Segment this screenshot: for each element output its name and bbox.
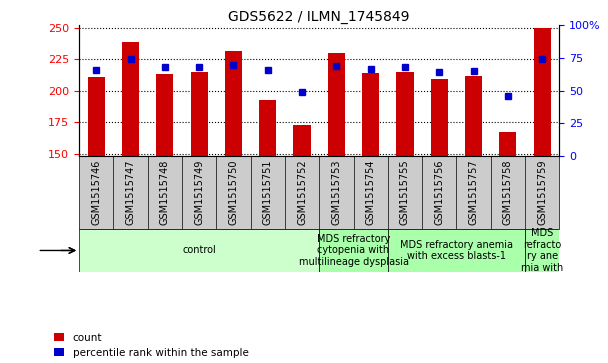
Text: GSM1515756: GSM1515756	[434, 160, 444, 225]
Text: GSM1515757: GSM1515757	[469, 160, 478, 225]
Bar	[88, 77, 105, 156]
Bar	[465, 76, 482, 156]
Bar	[79, 229, 319, 272]
Text: GSM1515749: GSM1515749	[194, 160, 204, 225]
Bar	[190, 72, 208, 156]
Bar	[388, 229, 525, 272]
Bar	[122, 42, 139, 156]
Text: GSM1515755: GSM1515755	[400, 160, 410, 225]
Bar	[396, 72, 413, 156]
Bar	[430, 79, 448, 156]
Bar	[534, 28, 551, 156]
Bar	[294, 125, 311, 156]
Bar	[156, 74, 173, 156]
Text: GSM1515748: GSM1515748	[160, 160, 170, 225]
Bar	[499, 132, 516, 156]
Text: GSM1515759: GSM1515759	[537, 160, 547, 225]
Text: GSM1515752: GSM1515752	[297, 160, 307, 225]
Text: GSM1515758: GSM1515758	[503, 160, 513, 225]
Text: MDS
refracto
ry ane
mia with: MDS refracto ry ane mia with	[521, 228, 564, 273]
Text: GSM1515751: GSM1515751	[263, 160, 273, 225]
Text: GSM1515750: GSM1515750	[229, 160, 238, 225]
Bar	[525, 229, 559, 272]
Text: MDS refractory anemia
with excess blasts-1: MDS refractory anemia with excess blasts…	[400, 240, 513, 261]
Text: control: control	[182, 245, 216, 256]
Text: MDS refractory
cytopenia with
multilineage dysplasia: MDS refractory cytopenia with multilinea…	[299, 234, 409, 267]
Title: GDS5622 / ILMN_1745849: GDS5622 / ILMN_1745849	[229, 11, 410, 24]
Text: GSM1515753: GSM1515753	[331, 160, 341, 225]
Text: GSM1515746: GSM1515746	[91, 160, 101, 225]
Bar	[319, 229, 388, 272]
Bar	[259, 99, 276, 156]
Legend: count, percentile rank within the sample: count, percentile rank within the sample	[54, 333, 249, 358]
Text: GSM1515754: GSM1515754	[365, 160, 376, 225]
Text: GSM1515747: GSM1515747	[125, 160, 136, 225]
Bar	[225, 50, 242, 156]
Bar	[328, 53, 345, 156]
Bar	[362, 73, 379, 156]
